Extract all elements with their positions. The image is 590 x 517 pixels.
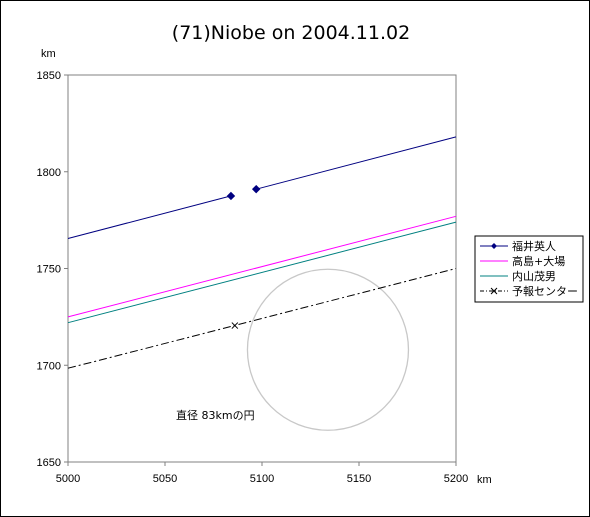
diameter-circle [246,268,410,431]
diamond-marker [226,191,236,201]
series-layer [67,136,457,431]
y-tick-label: 1700 [37,360,61,372]
plot-border [67,74,457,463]
series-3 [67,221,457,324]
x-tick-labels: 5000 5050 5100 5150 5200 [56,462,468,485]
x-tick-label: 5100 [250,473,274,485]
x-tick-label: 5200 [444,473,468,485]
y-tick-label: 1650 [37,457,61,469]
x-tick-label: 5000 [56,473,80,485]
legend-label: 内山茂男 [512,269,556,283]
y-axis-unit: km [41,48,56,60]
series-4 [67,268,457,369]
legend-diamond-marker [491,243,497,249]
chart-title: (71)Niobe on 2004.11.02 [172,22,410,44]
circle-annotation: 直径 83kmの円 [176,408,255,422]
series-1 [67,136,457,239]
series-line [67,215,457,318]
y-tick-label: 1850 [37,70,61,82]
legend-label: 予報センター [512,285,578,298]
y-tick-label: 1750 [37,264,61,276]
series-2 [67,215,457,318]
x-axis-unit: km [477,474,492,486]
series-line [67,195,232,239]
x-marker [231,322,239,329]
series-line [256,136,457,190]
y-tick-label: 1800 [37,167,61,179]
legend-x-marker [490,287,498,295]
diamond-marker [251,184,261,194]
plot-area [67,74,457,463]
x-tick-label: 5050 [153,473,177,485]
series-line [67,221,457,324]
legend-label: 福井英人 [512,239,556,253]
legend-label: 高島+大場 [512,254,565,268]
y-tick-labels: 1650 1700 1750 1800 1850 [37,70,68,469]
series-line [67,268,457,369]
x-tick-label: 5150 [347,473,371,485]
